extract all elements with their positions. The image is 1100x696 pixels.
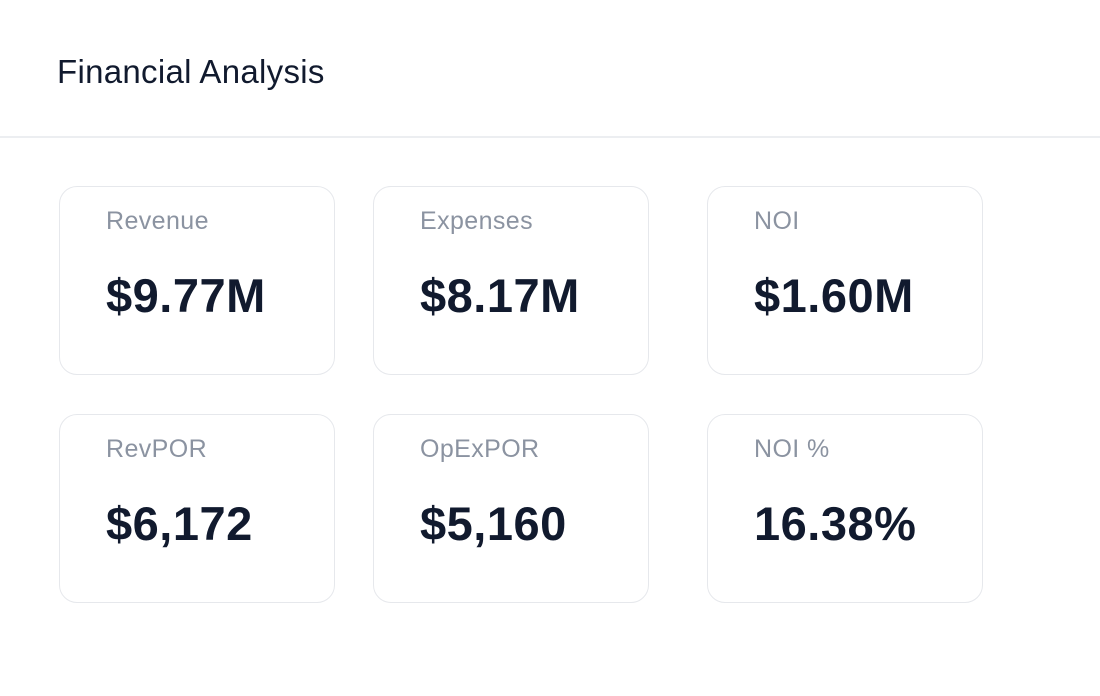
metric-card-opexpor: OpExPOR $5,160	[373, 414, 649, 603]
metric-card-noi: NOI $1.60M	[707, 186, 983, 375]
metric-card-revpor: RevPOR $6,172	[59, 414, 335, 603]
metric-label: RevPOR	[106, 435, 208, 463]
metric-label: NOI	[754, 207, 800, 235]
metric-value: $1.60M	[754, 269, 914, 322]
metric-label: Expenses	[420, 207, 533, 235]
metric-value: $6,172	[106, 497, 253, 550]
metric-label: Revenue	[106, 207, 209, 235]
metric-value: 16.38%	[754, 497, 917, 550]
metric-label: OpExPOR	[420, 435, 540, 463]
metric-card-revenue: Revenue $9.77M	[59, 186, 335, 375]
metric-value: $5,160	[420, 497, 567, 550]
metric-value: $8.17M	[420, 269, 580, 322]
panel-header: Financial Analysis	[0, 0, 1100, 138]
metric-card-noi-percent: NOI % 16.38%	[707, 414, 983, 603]
metric-label: NOI %	[754, 435, 830, 463]
page-title: Financial Analysis	[57, 53, 325, 90]
metric-value: $9.77M	[106, 269, 266, 322]
metric-card-expenses: Expenses $8.17M	[373, 186, 649, 375]
